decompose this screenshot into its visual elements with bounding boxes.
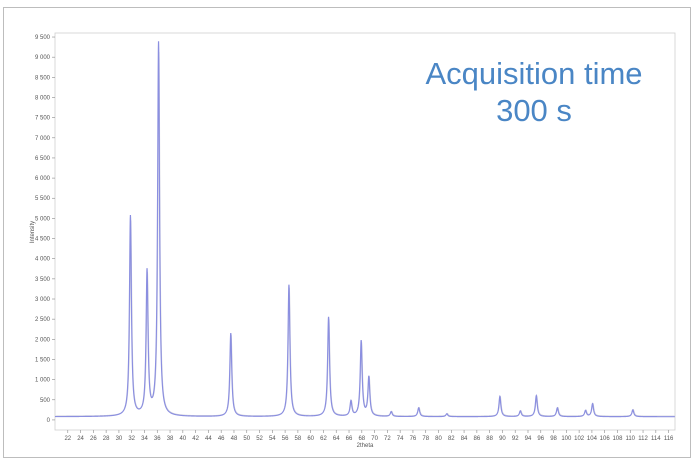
y-tick-label: 500 [40, 398, 51, 404]
x-tick-label: 26 [90, 436, 97, 442]
x-tick-label: 90 [499, 436, 506, 442]
x-tick-label: 116 [664, 436, 674, 442]
x-tick-label: 92 [512, 436, 519, 442]
annotation-line-1: Acquisition time [425, 56, 643, 91]
y-tick-label: 4 000 [35, 257, 51, 263]
x-tick-label: 54 [269, 436, 276, 442]
x-tick-label: 108 [612, 436, 623, 442]
x-tick-label: 40 [179, 436, 186, 442]
y-tick-label: 3 000 [35, 297, 51, 303]
x-tick-label: 80 [435, 436, 442, 442]
y-tick-label: 5 500 [35, 196, 51, 202]
x-tick-label: 82 [448, 436, 455, 442]
x-tick-label: 104 [587, 436, 598, 442]
x-tick-label: 22 [64, 436, 71, 442]
annotation-line-2: 300 s [496, 93, 572, 128]
y-tick-label: 2 000 [35, 337, 51, 343]
x-tick-label: 50 [243, 436, 250, 442]
x-tick-label: 60 [307, 436, 314, 442]
y-tick-label: 1 000 [35, 378, 51, 384]
x-tick-label: 100 [561, 436, 572, 442]
x-tick-label: 38 [167, 436, 174, 442]
x-tick-label: 96 [537, 436, 544, 442]
x-tick-label: 102 [574, 436, 585, 442]
y-tick-label: 3 500 [35, 277, 51, 283]
x-tick-label: 44 [205, 436, 212, 442]
x-tick-label: 24 [77, 436, 84, 442]
x-tick-label: 112 [638, 436, 648, 442]
x-tick-label: 86 [474, 436, 481, 442]
x-tick-label: 98 [550, 436, 557, 442]
x-tick-label: 46 [218, 436, 225, 442]
y-tick-label: 8 000 [35, 95, 51, 101]
x-tick-label: 30 [116, 436, 123, 442]
x-tick-label: 76 [410, 436, 417, 442]
x-tick-label: 110 [625, 436, 635, 442]
y-tick-label: 6 000 [35, 176, 51, 182]
x-tick-label: 62 [320, 436, 327, 442]
x-tick-label: 58 [295, 436, 302, 442]
x-tick-label: 74 [397, 436, 404, 442]
y-tick-label: 9 500 [35, 35, 51, 41]
x-tick-label: 68 [358, 436, 365, 442]
x-tick-label: 42 [192, 436, 199, 442]
x-tick-label: 48 [231, 436, 238, 442]
x-tick-label: 88 [486, 436, 493, 442]
x-tick-label: 72 [384, 436, 391, 442]
y-tick-label: 8 500 [35, 75, 51, 81]
y-axis-title: Intensity [30, 221, 36, 243]
y-tick-label: 2 500 [35, 317, 51, 323]
y-tick-label: 7 500 [35, 116, 51, 122]
x-tick-label: 106 [600, 436, 611, 442]
y-tick-label: 7 000 [35, 136, 51, 142]
y-tick-label: 5 000 [35, 216, 51, 222]
x-tick-label: 66 [346, 436, 353, 442]
y-tick-label: 4 500 [35, 237, 51, 243]
acquisition-annotation: Acquisition time 300 s [398, 55, 670, 129]
x-tick-label: 84 [461, 436, 468, 442]
x-tick-label: 36 [154, 436, 161, 442]
x-tick-label: 78 [422, 436, 429, 442]
y-tick-label: 6 500 [35, 156, 51, 162]
x-tick-label: 52 [256, 436, 263, 442]
x-axis-title: 2theta [357, 443, 374, 449]
y-tick-label: 9 000 [35, 55, 51, 61]
y-tick-label: 0 [47, 418, 51, 424]
x-tick-label: 28 [103, 436, 110, 442]
intensity-trace [55, 41, 675, 418]
x-tick-label: 94 [525, 436, 532, 442]
y-tick-label: 1 500 [35, 357, 51, 363]
x-tick-label: 114 [651, 436, 661, 442]
x-tick-label: 34 [141, 436, 148, 442]
x-tick-label: 56 [282, 436, 289, 442]
x-tick-label: 32 [128, 436, 135, 442]
x-tick-label: 64 [333, 436, 340, 442]
x-tick-label: 70 [371, 436, 378, 442]
